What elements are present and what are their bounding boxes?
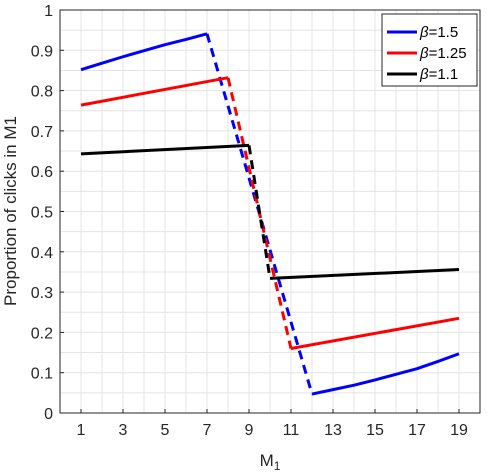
legend-symbol: β — [419, 66, 429, 83]
y-tick-label: 0 — [44, 406, 53, 423]
x-tick-label: 17 — [408, 422, 426, 439]
x-tick-label: 1 — [77, 422, 86, 439]
series-line-solid-left — [80, 32, 208, 72]
y-tick-label: 0.8 — [31, 84, 53, 101]
y-tick-label: 1 — [44, 3, 53, 20]
series-3 — [80, 143, 460, 280]
x-axis-label: M1 — [260, 451, 281, 473]
series-layer — [80, 32, 460, 396]
x-tick-label: 19 — [450, 422, 468, 439]
y-tick-label: 0.5 — [31, 205, 53, 222]
x-tick-label: 13 — [324, 422, 342, 439]
legend-label: β=1.1 — [419, 66, 458, 83]
x-tick-label: 11 — [283, 422, 300, 439]
x-tick-label: 15 — [366, 422, 384, 439]
series-line-solid-left — [80, 76, 229, 107]
series-line-solid-left — [80, 143, 250, 156]
x-tick-label: 3 — [119, 422, 128, 439]
x-tick-label: 7 — [203, 422, 212, 439]
y-tick-label: 0.1 — [31, 366, 53, 383]
y-tick-label: 0.4 — [31, 245, 53, 262]
x-tick-label: 5 — [161, 422, 170, 439]
legend-label: β=1.25 — [419, 45, 467, 62]
series-line-solid-right — [290, 316, 460, 350]
y-tick-label: 0.3 — [31, 285, 53, 302]
y-tick-label: 0.9 — [31, 43, 53, 60]
series-line-solid-right — [269, 268, 460, 280]
x-axis-label-subscript: 1 — [274, 459, 281, 473]
legend-value: =1.25 — [429, 45, 467, 62]
series-line-dashed — [247, 145, 272, 279]
legend-value: =1.1 — [429, 66, 459, 83]
x-tick-label: 9 — [245, 422, 254, 439]
legend-value: =1.5 — [429, 24, 459, 41]
series-line-solid-right — [311, 352, 460, 396]
legend: β=1.5β=1.25β=1.1 — [381, 13, 478, 87]
legend-symbol: β — [419, 24, 429, 41]
y-axis-label: Proportion of clicks in M1 — [1, 116, 20, 306]
legend-symbol: β — [419, 45, 429, 62]
x-axis-label-main: M — [260, 451, 274, 470]
ticks-layer: 1 3 5 7 9 11 13 15 17 1900.10.20.30.40.50.60.70.8… — [31, 3, 468, 439]
y-tick-label: 0.7 — [31, 124, 53, 141]
legend-label: β=1.5 — [419, 24, 458, 41]
y-tick-label: 0.2 — [31, 325, 53, 342]
y-tick-label: 0.6 — [31, 164, 53, 181]
